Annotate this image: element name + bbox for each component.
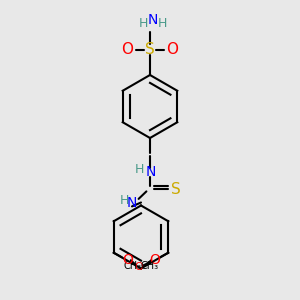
Text: O: O <box>122 253 133 267</box>
Text: S: S <box>145 42 155 57</box>
Text: N: N <box>146 166 156 179</box>
Text: O: O <box>122 42 134 57</box>
Text: O: O <box>149 253 160 267</box>
Text: CH₃: CH₃ <box>140 261 158 271</box>
Text: H: H <box>139 17 148 30</box>
Text: H: H <box>120 194 129 207</box>
Text: CH₃: CH₃ <box>124 261 142 271</box>
Text: N: N <box>148 13 158 26</box>
Text: O: O <box>134 262 143 272</box>
Text: N: N <box>127 196 137 210</box>
Text: H: H <box>135 163 144 176</box>
Text: H: H <box>158 17 167 30</box>
Text: S: S <box>171 182 181 196</box>
Text: O: O <box>167 42 178 57</box>
